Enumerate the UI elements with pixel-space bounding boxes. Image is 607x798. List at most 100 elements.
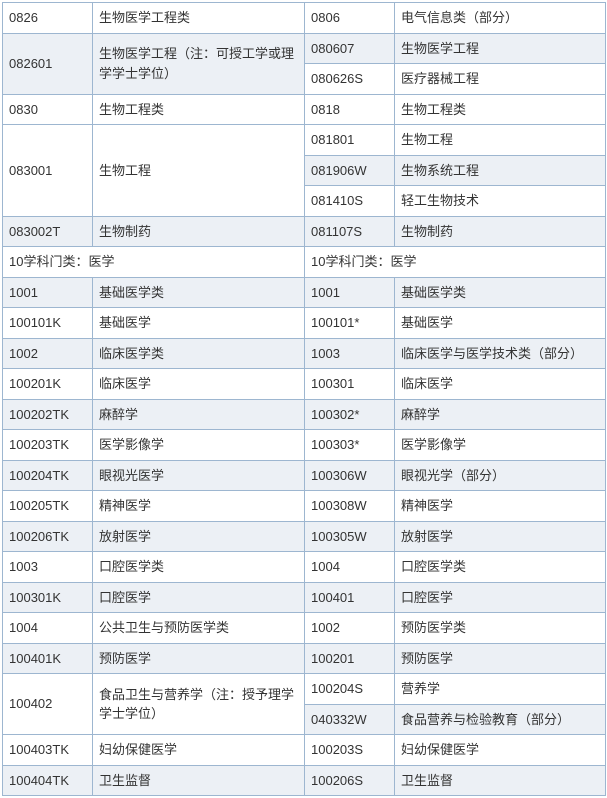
table-cell: 临床医学类	[93, 338, 305, 369]
table-cell: 100101K	[3, 308, 93, 339]
table-cell: 100306W	[305, 460, 395, 491]
table-cell: 口腔医学类	[93, 552, 305, 583]
table-cell: 预防医学类	[395, 613, 606, 644]
table-cell: 100401	[305, 582, 395, 613]
table-cell: 生物医学工程（注：可授工学或理学学士学位）	[93, 33, 305, 94]
table-cell: 1001	[305, 277, 395, 308]
table-row: 100101K基础医学100101*基础医学	[3, 308, 606, 339]
table-row: 1004公共卫生与预防医学类1002预防医学类	[3, 613, 606, 644]
table-cell: 1004	[305, 552, 395, 583]
table-cell: 放射医学	[93, 521, 305, 552]
table-cell: 1001	[3, 277, 93, 308]
table-cell: 100301K	[3, 582, 93, 613]
table-cell: 100403TK	[3, 735, 93, 766]
table-cell: 10学科门类：医学	[305, 247, 606, 278]
table-cell: 100303*	[305, 430, 395, 461]
table-cell: 临床医学	[395, 369, 606, 400]
table-row: 082601生物医学工程（注：可授工学或理学学士学位）080607生物医学工程	[3, 33, 606, 64]
table-cell: 100301	[305, 369, 395, 400]
table-cell: 100302*	[305, 399, 395, 430]
table-row: 0830生物工程类0818生物工程类	[3, 94, 606, 125]
table-cell: 1002	[3, 338, 93, 369]
table-cell: 100204S	[305, 674, 395, 705]
table-row: 100301K口腔医学100401口腔医学	[3, 582, 606, 613]
major-mapping-table: 0826生物医学工程类0806电气信息类（部分）082601生物医学工程（注：可…	[2, 2, 606, 796]
table-cell: 生物医学工程	[395, 33, 606, 64]
table-row: 083002T生物制药081107S生物制药	[3, 216, 606, 247]
table-cell: 生物工程	[93, 125, 305, 217]
table-cell: 生物系统工程	[395, 155, 606, 186]
table-row: 100404TK卫生监督100206S卫生监督	[3, 765, 606, 796]
table-cell: 083001	[3, 125, 93, 217]
table-cell: 100204TK	[3, 460, 93, 491]
table-cell: 100203S	[305, 735, 395, 766]
table-cell: 生物工程类	[93, 94, 305, 125]
table-row: 100402食品卫生与营养学（注：授予理学学士学位）100204S营养学	[3, 674, 606, 705]
table-cell: 基础医学	[395, 308, 606, 339]
table-cell: 100402	[3, 674, 93, 735]
table-row: 100206TK放射医学100305W放射医学	[3, 521, 606, 552]
table-cell: 082601	[3, 33, 93, 94]
table-row: 1001基础医学类1001基础医学类	[3, 277, 606, 308]
table-cell: 0830	[3, 94, 93, 125]
table-cell: 1003	[305, 338, 395, 369]
table-cell: 0806	[305, 3, 395, 34]
table-row: 10学科门类：医学10学科门类：医学	[3, 247, 606, 278]
table-cell: 电气信息类（部分）	[395, 3, 606, 34]
table-cell: 妇幼保健医学	[395, 735, 606, 766]
table-row: 100204TK眼视光医学100306W眼视光学（部分）	[3, 460, 606, 491]
table-cell: 临床医学与医学技术类（部分）	[395, 338, 606, 369]
table-cell: 精神医学	[93, 491, 305, 522]
table-cell: 食品卫生与营养学（注：授予理学学士学位）	[93, 674, 305, 735]
table-cell: 100101*	[305, 308, 395, 339]
table-cell: 100401K	[3, 643, 93, 674]
table-cell: 081801	[305, 125, 395, 156]
table-cell: 口腔医学类	[395, 552, 606, 583]
table-row: 100403TK妇幼保健医学100203S妇幼保健医学	[3, 735, 606, 766]
table-body: 0826生物医学工程类0806电气信息类（部分）082601生物医学工程（注：可…	[3, 3, 606, 796]
table-cell: 生物工程类	[395, 94, 606, 125]
table-cell: 妇幼保健医学	[93, 735, 305, 766]
table-cell: 麻醉学	[93, 399, 305, 430]
table-cell: 医学影像学	[93, 430, 305, 461]
table-cell: 眼视光学（部分）	[395, 460, 606, 491]
table-cell: 100206S	[305, 765, 395, 796]
table-cell: 100202TK	[3, 399, 93, 430]
table-cell: 食品营养与检验教育（部分）	[395, 704, 606, 735]
table-cell: 100305W	[305, 521, 395, 552]
table-row: 083001生物工程081801生物工程	[3, 125, 606, 156]
table-cell: 轻工生物技术	[395, 186, 606, 217]
table-cell: 生物制药	[395, 216, 606, 247]
table-cell: 麻醉学	[395, 399, 606, 430]
table-row: 100201K临床医学100301临床医学	[3, 369, 606, 400]
table-cell: 100201K	[3, 369, 93, 400]
table-cell: 100206TK	[3, 521, 93, 552]
table-cell: 口腔医学	[395, 582, 606, 613]
table-cell: 公共卫生与预防医学类	[93, 613, 305, 644]
table-cell: 0826	[3, 3, 93, 34]
table-row: 100203TK医学影像学100303*医学影像学	[3, 430, 606, 461]
table-cell: 080607	[305, 33, 395, 64]
table-cell: 081906W	[305, 155, 395, 186]
table-cell: 医学影像学	[395, 430, 606, 461]
table-row: 100401K预防医学100201预防医学	[3, 643, 606, 674]
table-row: 1003口腔医学类1004口腔医学类	[3, 552, 606, 583]
table-cell: 100203TK	[3, 430, 93, 461]
table-cell: 卫生监督	[395, 765, 606, 796]
table-cell: 0818	[305, 94, 395, 125]
table-cell: 081410S	[305, 186, 395, 217]
table-cell: 卫生监督	[93, 765, 305, 796]
table-cell: 营养学	[395, 674, 606, 705]
table-cell: 1002	[305, 613, 395, 644]
table-cell: 10学科门类：医学	[3, 247, 305, 278]
table-cell: 080626S	[305, 64, 395, 95]
table-cell: 基础医学	[93, 308, 305, 339]
table-cell: 040332W	[305, 704, 395, 735]
table-cell: 基础医学类	[93, 277, 305, 308]
table-cell: 预防医学	[93, 643, 305, 674]
table-cell: 预防医学	[395, 643, 606, 674]
table-row: 1002临床医学类1003临床医学与医学技术类（部分）	[3, 338, 606, 369]
table-cell: 100404TK	[3, 765, 93, 796]
table-cell: 临床医学	[93, 369, 305, 400]
table-row: 0826生物医学工程类0806电气信息类（部分）	[3, 3, 606, 34]
